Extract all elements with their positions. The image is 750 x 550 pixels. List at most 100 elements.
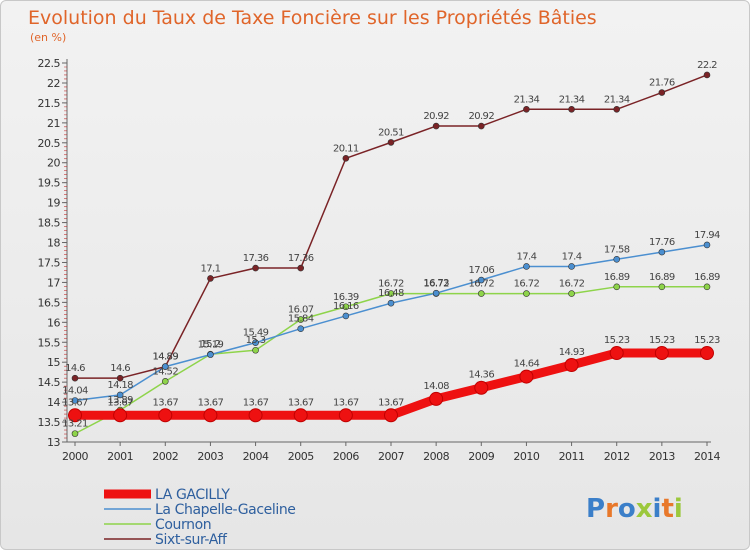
data-point-sixt-sur-aff bbox=[252, 264, 259, 272]
y-tick-label: 18.5 bbox=[38, 217, 61, 230]
y-tick-label: 21.5 bbox=[38, 97, 61, 110]
y-tick-label: 16.5 bbox=[38, 296, 61, 309]
chart-title: Evolution du Taux de Taxe Foncière sur l… bbox=[28, 7, 597, 29]
data-label-la-chapelle-gaceline: 17.4 bbox=[562, 251, 582, 262]
data-point-cournon bbox=[568, 290, 575, 297]
logo-letter: i bbox=[653, 494, 662, 524]
data-label-sixt-sur-aff: 14.6 bbox=[65, 363, 85, 374]
logo-letter: t bbox=[661, 494, 673, 524]
data-point-la-gacilly bbox=[700, 346, 714, 361]
data-point-sixt-sur-aff bbox=[523, 105, 530, 113]
data-point-sixt-sur-aff bbox=[297, 264, 305, 272]
legend-label-cournon: Cournon bbox=[155, 517, 211, 533]
x-tick-label: 2005 bbox=[288, 450, 314, 463]
data-label-cournon: 16.72 bbox=[514, 279, 540, 290]
data-label-la-gacilly: 13.67 bbox=[107, 397, 133, 408]
x-tick-label: 2004 bbox=[243, 450, 269, 463]
data-point-sixt-sur-aff bbox=[342, 155, 350, 162]
y-tick-label: 19 bbox=[47, 197, 60, 210]
data-point-sixt-sur-aff bbox=[568, 105, 575, 113]
data-label-sixt-sur-aff: 21.34 bbox=[559, 94, 585, 105]
data-label-sixt-sur-aff: 20.92 bbox=[423, 111, 449, 122]
data-label-cournon: 16.07 bbox=[288, 305, 314, 316]
data-point-la-gacilly bbox=[248, 408, 263, 423]
logo-letter: i bbox=[674, 494, 683, 524]
y-tick-label: 19.5 bbox=[38, 177, 61, 190]
data-label-la-chapelle-gaceline: 15.49 bbox=[243, 328, 269, 339]
data-label-la-gacilly: 13.67 bbox=[288, 397, 314, 408]
data-label-la-chapelle-gaceline: 16.48 bbox=[378, 288, 404, 299]
x-tick-label: 2006 bbox=[333, 450, 359, 463]
logo-letter: x bbox=[636, 494, 653, 524]
data-point-la-gacilly bbox=[203, 408, 218, 423]
data-point-la-chapelle-gaceline bbox=[207, 351, 214, 358]
x-tick-label: 2014 bbox=[694, 450, 720, 463]
x-tick-label: 2011 bbox=[559, 450, 585, 463]
proxiti-logo-text: Proxiti bbox=[586, 494, 683, 524]
data-label-la-gacilly: 13.67 bbox=[62, 397, 88, 408]
data-label-la-chapelle-gaceline: 15.84 bbox=[288, 314, 314, 325]
y-tick-label: 16 bbox=[47, 316, 60, 329]
y-tick-label: 22.5 bbox=[38, 57, 61, 70]
data-label-cournon: 13.21 bbox=[62, 419, 88, 430]
y-tick-label: 20.5 bbox=[38, 137, 61, 150]
data-label-cournon: 16.72 bbox=[468, 279, 494, 290]
data-label-la-chapelle-gaceline: 14.04 bbox=[62, 386, 88, 397]
data-point-la-chapelle-gaceline bbox=[116, 391, 124, 399]
data-label-cournon: 15.2 bbox=[200, 339, 220, 350]
data-label-cournon: 16.89 bbox=[694, 272, 720, 283]
data-label-sixt-sur-aff: 21.34 bbox=[514, 94, 540, 105]
y-tick-label: 18 bbox=[47, 237, 60, 250]
y-tick-label: 14 bbox=[47, 396, 60, 409]
y-tick-label: 13 bbox=[47, 436, 60, 449]
axes: 13 13.5 14 14.5 15 15.5 16 16.5 17 17.5 18 18.5 19 19… bbox=[38, 57, 721, 463]
data-point-la-gacilly bbox=[609, 346, 624, 361]
data-point-la-gacilly bbox=[564, 358, 579, 373]
data-point-cournon bbox=[387, 290, 395, 297]
data-label-la-chapelle-gaceline: 14.89 bbox=[152, 352, 178, 363]
x-tick-label: 2001 bbox=[107, 450, 133, 463]
data-point-cournon bbox=[613, 283, 621, 291]
data-label-la-gacilly: 14.93 bbox=[559, 347, 585, 358]
data-point-la-chapelle-gaceline bbox=[477, 276, 485, 284]
y-tick-label: 21 bbox=[47, 117, 60, 130]
x-tick-label: 2003 bbox=[197, 450, 223, 463]
x-tick-label: 2009 bbox=[468, 450, 494, 463]
data-label-la-chapelle-gaceline: 15.19 bbox=[198, 340, 224, 351]
data-point-la-chapelle-gaceline bbox=[161, 363, 169, 370]
y-tick-label: 15 bbox=[47, 356, 60, 369]
y-tick-label: 17 bbox=[47, 276, 60, 289]
data-label-sixt-sur-aff: 17.36 bbox=[243, 253, 269, 264]
data-point-sixt-sur-aff bbox=[477, 122, 485, 130]
data-label-la-chapelle-gaceline: 16.73 bbox=[423, 278, 449, 289]
legend: LA GACILLY La Chapelle-Gaceline Cournon … bbox=[104, 487, 296, 548]
data-label-la-gacilly: 15.23 bbox=[649, 335, 675, 346]
series-sixt-sur-aff bbox=[71, 71, 711, 382]
data-label-sixt-sur-aff: 17.1 bbox=[200, 263, 220, 274]
data-label-cournon: 15.3 bbox=[246, 335, 266, 346]
logo-letter: P bbox=[586, 494, 605, 524]
x-tick-label: 2002 bbox=[152, 450, 178, 463]
data-label-la-gacilly: 15.23 bbox=[604, 335, 630, 346]
data-point-cournon bbox=[297, 316, 305, 323]
data-label-cournon: 16.39 bbox=[333, 292, 359, 303]
data-point-la-gacilly bbox=[338, 408, 353, 423]
data-point-la-gacilly bbox=[654, 346, 669, 361]
data-point-la-chapelle-gaceline bbox=[252, 339, 259, 346]
data-label-cournon: 16.72 bbox=[559, 279, 585, 290]
data-point-la-gacilly bbox=[68, 408, 82, 423]
data-label-la-chapelle-gaceline: 17.94 bbox=[694, 230, 720, 241]
y-tick-label: 13.5 bbox=[38, 416, 61, 429]
data-label-la-gacilly: 14.64 bbox=[514, 359, 540, 370]
data-label-la-chapelle-gaceline: 17.06 bbox=[468, 265, 494, 276]
data-point-sixt-sur-aff bbox=[432, 122, 440, 130]
data-label-sixt-sur-aff: 17.36 bbox=[288, 253, 314, 264]
data-point-sixt-sur-aff bbox=[703, 71, 711, 79]
data-point-la-chapelle-gaceline bbox=[523, 263, 530, 270]
chart-subtitle: (en %) bbox=[30, 31, 66, 44]
data-label-la-gacilly: 13.67 bbox=[152, 397, 178, 408]
series-line-sixt-sur-aff bbox=[74, 74, 708, 379]
data-label-la-gacilly: 14.08 bbox=[423, 381, 449, 392]
series-layer bbox=[68, 71, 714, 437]
